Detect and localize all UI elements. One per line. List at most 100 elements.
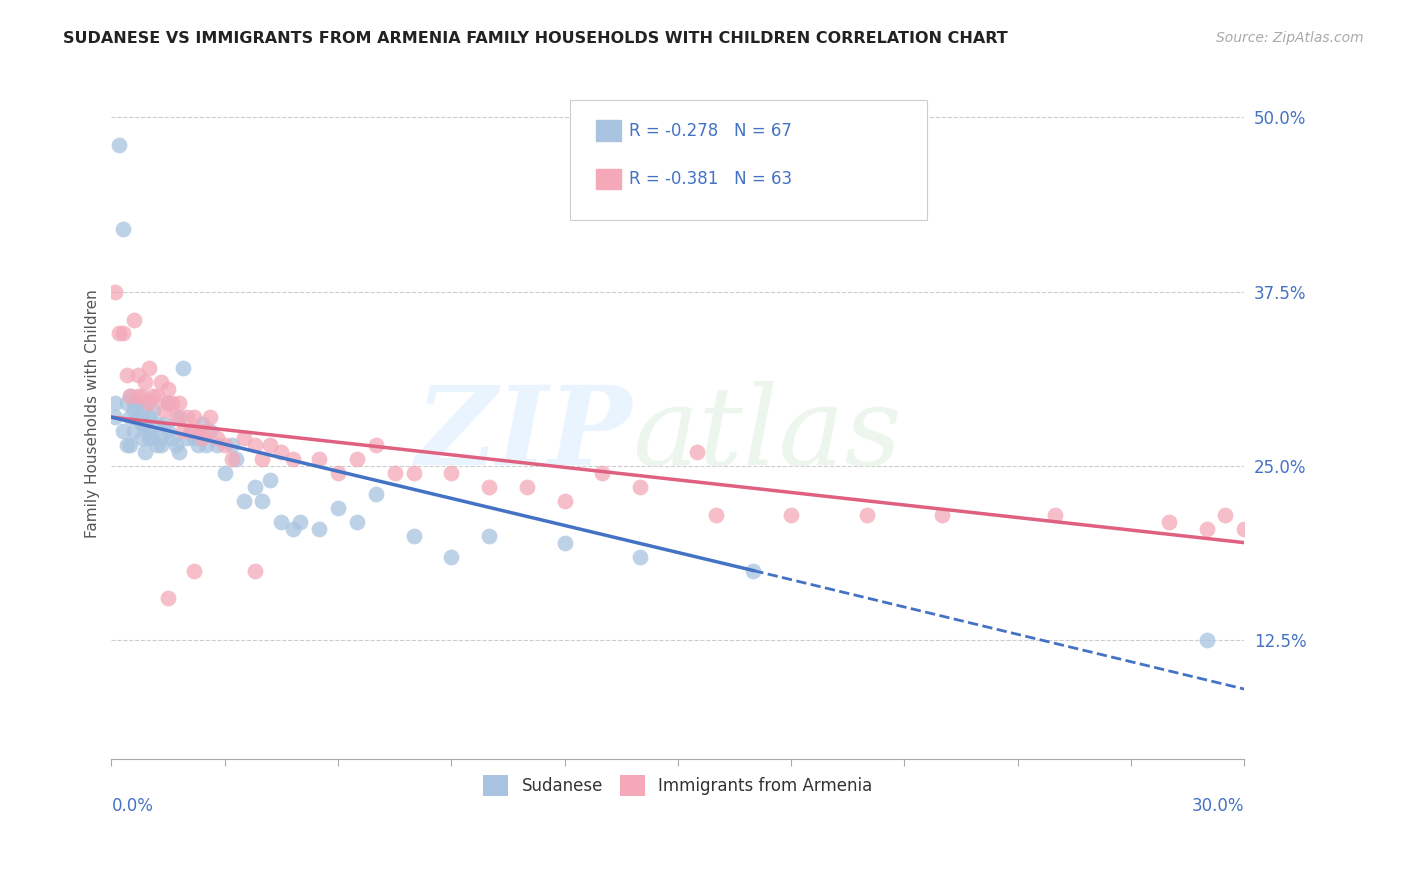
Point xyxy=(138,424,160,438)
Point xyxy=(169,445,191,459)
Point xyxy=(142,431,165,445)
Point xyxy=(169,396,191,410)
Point xyxy=(270,445,292,459)
Point xyxy=(138,361,160,376)
Point xyxy=(122,396,145,410)
Text: R = -0.381   N = 63: R = -0.381 N = 63 xyxy=(628,170,792,188)
Point xyxy=(127,410,149,425)
Point xyxy=(259,438,281,452)
Point xyxy=(138,396,160,410)
Text: SUDANESE VS IMMIGRANTS FROM ARMENIA FAMILY HOUSEHOLDS WITH CHILDREN CORRELATION : SUDANESE VS IMMIGRANTS FROM ARMENIA FAMI… xyxy=(63,31,1008,46)
Point xyxy=(742,564,765,578)
Bar xyxy=(596,169,621,189)
Point xyxy=(628,549,651,564)
Point xyxy=(145,417,167,431)
Point xyxy=(157,382,180,396)
Point xyxy=(478,529,501,543)
Point xyxy=(115,438,138,452)
Point xyxy=(131,431,153,445)
Point xyxy=(120,389,142,403)
Point xyxy=(855,508,877,522)
Point xyxy=(165,410,187,425)
Point xyxy=(516,480,538,494)
Point xyxy=(326,466,349,480)
Point xyxy=(686,445,709,459)
Point xyxy=(232,493,254,508)
Point xyxy=(591,466,613,480)
Text: atlas: atlas xyxy=(633,381,903,488)
Point xyxy=(157,396,180,410)
Point xyxy=(270,515,292,529)
Point xyxy=(243,564,266,578)
Point xyxy=(165,438,187,452)
Point xyxy=(214,438,236,452)
Point xyxy=(259,473,281,487)
Point xyxy=(134,376,156,390)
Point xyxy=(104,396,127,410)
Point xyxy=(157,424,180,438)
Point xyxy=(1045,508,1067,522)
Point xyxy=(180,424,202,438)
Point xyxy=(183,564,205,578)
Point xyxy=(198,410,221,425)
Point xyxy=(402,466,425,480)
Point xyxy=(120,438,142,452)
Point xyxy=(138,431,160,445)
Y-axis label: Family Households with Children: Family Households with Children xyxy=(86,289,100,538)
Point xyxy=(149,438,172,452)
Point xyxy=(108,326,131,341)
Point xyxy=(931,508,953,522)
Point xyxy=(628,480,651,494)
Point xyxy=(134,417,156,431)
Legend: Sudanese, Immigrants from Armenia: Sudanese, Immigrants from Armenia xyxy=(477,769,879,802)
Point xyxy=(281,452,304,467)
Point xyxy=(134,396,156,410)
Point xyxy=(115,368,138,383)
Text: Source: ZipAtlas.com: Source: ZipAtlas.com xyxy=(1216,31,1364,45)
Point xyxy=(221,452,243,467)
Point xyxy=(308,452,330,467)
Point xyxy=(120,389,142,403)
Point xyxy=(169,410,191,425)
Point xyxy=(440,549,463,564)
Point xyxy=(346,515,368,529)
Point xyxy=(122,403,145,417)
Point xyxy=(138,410,160,425)
Point xyxy=(172,424,194,438)
Point xyxy=(205,438,228,452)
Point xyxy=(127,389,149,403)
Point xyxy=(1233,522,1256,536)
Point xyxy=(134,445,156,459)
Point xyxy=(225,452,247,467)
Point xyxy=(194,424,217,438)
Point xyxy=(149,376,172,390)
Point xyxy=(554,493,576,508)
Point xyxy=(187,424,209,438)
Point xyxy=(157,396,180,410)
Point xyxy=(780,508,803,522)
Point xyxy=(183,431,205,445)
FancyBboxPatch shape xyxy=(571,100,927,220)
Point xyxy=(145,438,167,452)
Point xyxy=(243,438,266,452)
Point xyxy=(131,417,153,431)
Point xyxy=(115,396,138,410)
Point xyxy=(221,438,243,452)
Point xyxy=(191,431,214,445)
Point xyxy=(243,480,266,494)
Point xyxy=(187,438,209,452)
Point xyxy=(176,431,198,445)
Point xyxy=(252,452,274,467)
Point xyxy=(104,410,127,425)
Point xyxy=(111,326,134,341)
Text: 30.0%: 30.0% xyxy=(1192,797,1244,814)
Point xyxy=(1215,508,1237,522)
Point xyxy=(205,431,228,445)
Text: ZIP: ZIP xyxy=(416,381,633,488)
Point xyxy=(108,138,131,153)
Point xyxy=(122,424,145,438)
Point xyxy=(384,466,406,480)
Point xyxy=(131,410,153,425)
Point xyxy=(1157,515,1180,529)
Point xyxy=(1195,633,1218,648)
